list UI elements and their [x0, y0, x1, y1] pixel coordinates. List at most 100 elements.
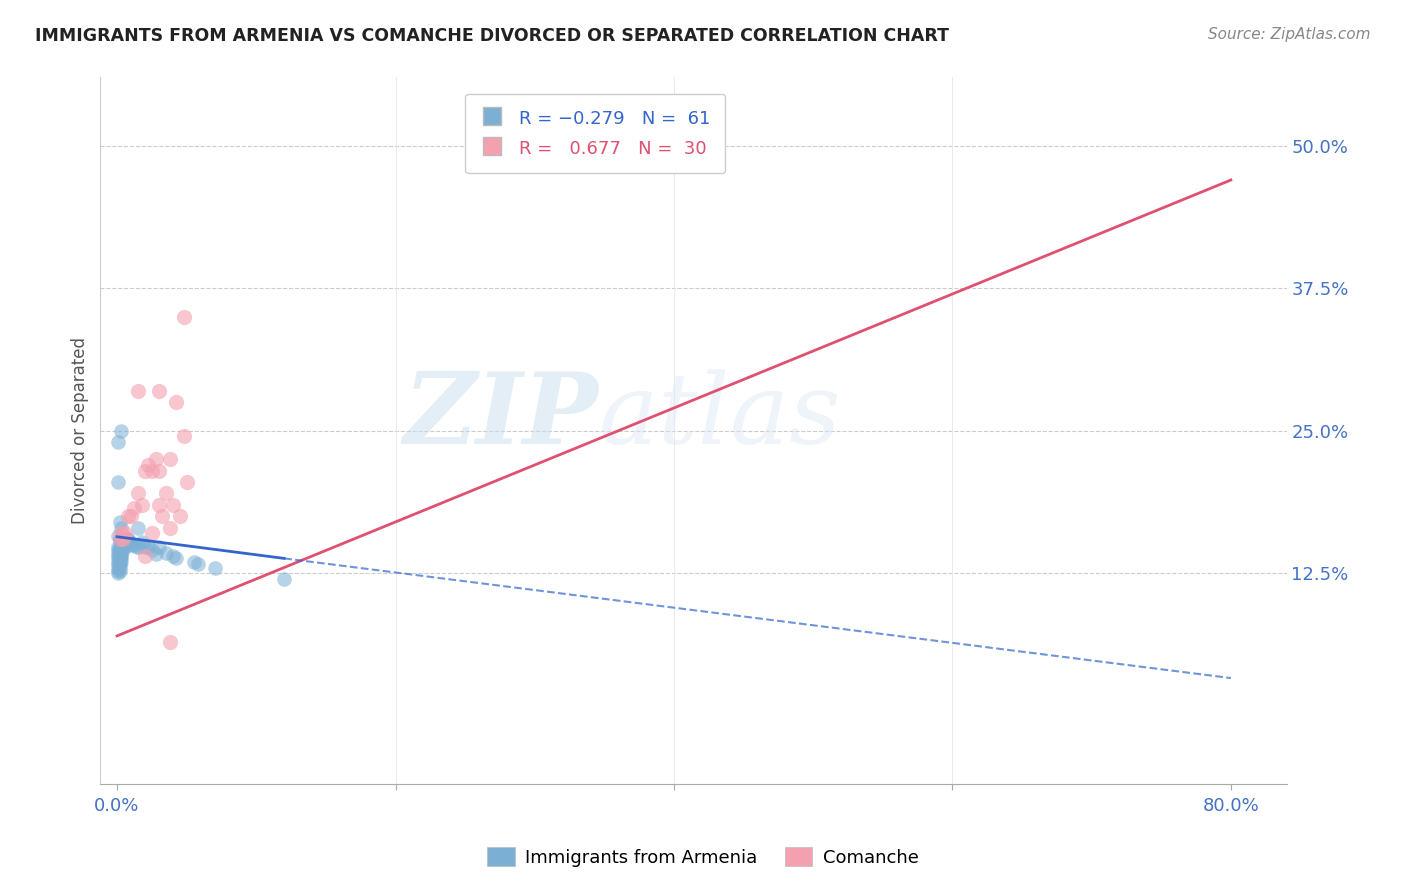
Point [114, 526, 136, 541]
Point [107, 549, 129, 563]
Point [107, 557, 129, 571]
Point [110, 424, 132, 438]
Point [110, 521, 132, 535]
Point [108, 532, 131, 546]
Point [165, 551, 187, 566]
Point [108, 534, 131, 549]
Point [173, 429, 195, 443]
Point [112, 540, 135, 554]
Point [183, 555, 205, 569]
Point [110, 538, 132, 552]
Point [115, 532, 138, 546]
Point [141, 526, 163, 541]
Text: Source: ZipAtlas.com: Source: ZipAtlas.com [1208, 27, 1371, 42]
Point [111, 540, 134, 554]
Y-axis label: Divorced or Separated: Divorced or Separated [72, 337, 89, 524]
Point [108, 543, 131, 558]
Point [120, 538, 142, 552]
Point [148, 464, 170, 478]
Point [112, 528, 135, 542]
Point [169, 509, 191, 524]
Point [155, 486, 177, 500]
Point [112, 538, 135, 552]
Point [108, 540, 131, 554]
Point [148, 384, 170, 398]
Point [110, 538, 132, 552]
Point [134, 464, 156, 478]
Point [107, 435, 129, 450]
Point [122, 501, 145, 516]
Point [107, 540, 129, 554]
Point [108, 555, 131, 569]
Point [107, 564, 129, 578]
Point [136, 540, 159, 554]
Point [112, 535, 135, 549]
Point [114, 538, 136, 552]
Point [110, 551, 132, 566]
Point [117, 532, 139, 546]
Legend: Immigrants from Armenia, Comanche: Immigrants from Armenia, Comanche [481, 840, 925, 874]
Point [111, 543, 134, 558]
Point [107, 543, 129, 558]
Point [110, 543, 132, 558]
Point [114, 532, 136, 546]
Point [112, 532, 135, 546]
Point [108, 532, 131, 546]
Point [162, 498, 184, 512]
Point [107, 475, 129, 489]
Point [131, 498, 153, 512]
Point [145, 452, 167, 467]
Legend: R = −0.279   N =  61, R =   0.677   N =  30: R = −0.279 N = 61, R = 0.677 N = 30 [465, 94, 725, 173]
Text: IMMIGRANTS FROM ARMENIA VS COMANCHE DIVORCED OR SEPARATED CORRELATION CHART: IMMIGRANTS FROM ARMENIA VS COMANCHE DIVO… [35, 27, 949, 45]
Point [107, 551, 129, 566]
Point [204, 560, 226, 574]
Point [108, 546, 131, 560]
Point [111, 532, 134, 546]
Point [108, 551, 131, 566]
Point [127, 486, 149, 500]
Point [111, 534, 134, 549]
Point [110, 526, 132, 541]
Point [110, 546, 132, 560]
Point [107, 528, 129, 542]
Point [162, 549, 184, 563]
Point [127, 384, 149, 398]
Point [107, 566, 129, 581]
Point [145, 547, 167, 561]
Point [148, 540, 170, 554]
Point [134, 549, 156, 563]
Point [176, 475, 198, 489]
Point [107, 546, 129, 560]
Point [131, 535, 153, 549]
Point [108, 549, 131, 563]
Point [165, 395, 187, 409]
Point [108, 515, 131, 529]
Text: atlas: atlas [599, 369, 841, 464]
Point [120, 509, 142, 524]
Point [148, 498, 170, 512]
Point [110, 540, 132, 554]
Point [111, 538, 134, 552]
Point [117, 509, 139, 524]
Point [159, 452, 181, 467]
Point [159, 521, 181, 535]
Point [134, 540, 156, 554]
Point [159, 634, 181, 648]
Point [125, 540, 148, 554]
Point [127, 521, 149, 535]
Point [110, 555, 132, 569]
Point [173, 310, 195, 324]
Point [108, 560, 131, 574]
Point [115, 535, 138, 549]
Text: ZIP: ZIP [404, 368, 599, 465]
Point [136, 458, 159, 472]
Point [187, 557, 209, 571]
Point [273, 572, 295, 586]
Point [141, 543, 163, 558]
Point [107, 555, 129, 569]
Point [128, 540, 150, 554]
Point [108, 564, 131, 578]
Point [150, 509, 173, 524]
Point [141, 464, 163, 478]
Point [155, 546, 177, 560]
